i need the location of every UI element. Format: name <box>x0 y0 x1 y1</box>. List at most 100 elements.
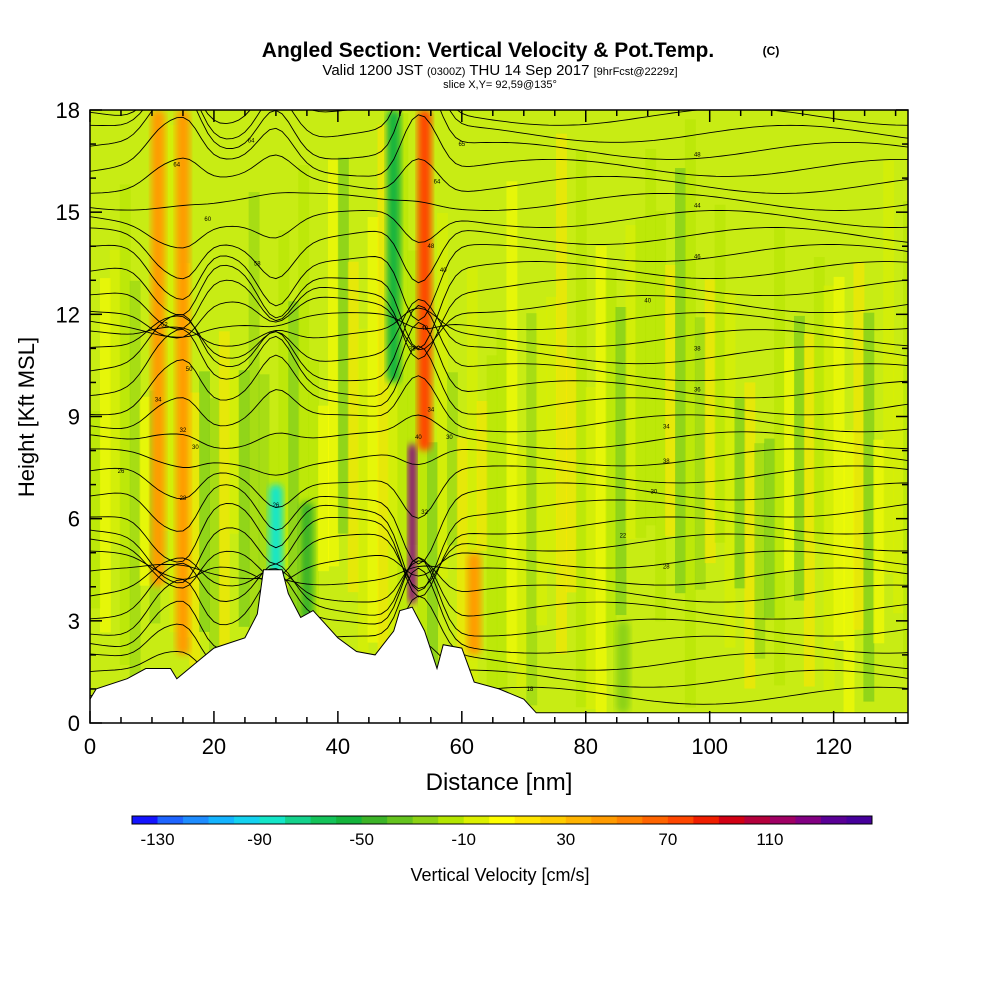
colorbar-swatch <box>387 816 414 824</box>
velocity-texture-stripe <box>585 387 597 710</box>
velocity-texture-stripe <box>337 157 349 534</box>
chart-title: Angled Section: Vertical Velocity & Pot.… <box>262 39 714 62</box>
velocity-texture-stripe <box>397 113 409 705</box>
colorbar-swatch <box>157 816 184 824</box>
theta-contour-line <box>90 321 908 399</box>
x-tick-label: 40 <box>326 734 350 759</box>
colorbar-tick-label: 70 <box>658 830 677 849</box>
theta-contour-line <box>90 312 908 338</box>
theta-contour-label: 26 <box>273 503 280 509</box>
colorbar-swatch <box>412 816 439 824</box>
velocity-texture-stripe <box>694 317 706 590</box>
colorbar-swatch <box>820 816 847 824</box>
colorbar-swatch <box>540 816 567 824</box>
theta-contour-label: 32 <box>421 510 428 516</box>
velocity-texture-stripe <box>318 405 329 572</box>
theta-contour-label: 28 <box>180 496 187 502</box>
colorbar-swatch <box>285 816 312 824</box>
velocity-texture-stripe <box>625 225 637 540</box>
slice-label: slice X,Y= 92,59@135° <box>443 79 557 91</box>
velocity-texture-stripe <box>228 369 240 534</box>
y-axis-label: Height [Kft MSL] <box>14 337 39 497</box>
velocity-texture-stripe <box>109 249 121 544</box>
theta-contour-label: 65 <box>458 142 465 148</box>
theta-contour-label: 48 <box>427 244 434 250</box>
velocity-texture-stripe <box>248 192 260 641</box>
velocity-texture-stripe <box>189 392 201 666</box>
chart-subtitle: Valid 1200 JST (0300Z) THU 14 Sep 2017 [… <box>322 62 677 79</box>
velocity-feature <box>467 552 482 655</box>
velocity-texture-stripe <box>387 251 399 650</box>
velocity-texture-stripe <box>774 226 786 686</box>
velocity-texture-stripe <box>635 219 647 538</box>
velocity-texture-stripe <box>645 148 657 526</box>
velocity-texture-stripe <box>734 398 746 589</box>
theta-contour-line <box>90 110 908 143</box>
velocity-texture-stripe <box>665 264 676 537</box>
x-axis: 0 20 40 60 80 100 120 <box>84 110 897 759</box>
x-tick-label: 60 <box>450 734 474 759</box>
velocity-texture-stripe <box>784 346 795 572</box>
theta-contour-label: 52 <box>161 323 168 329</box>
colorbar-swatch <box>744 816 771 824</box>
velocity-texture-stripe <box>655 211 667 622</box>
velocity-texture-stripe <box>139 396 151 586</box>
colorbar-swatch <box>234 816 261 824</box>
colorbar-swatch <box>259 816 286 824</box>
theta-contour-label: 38 <box>663 459 670 465</box>
theta-contour-line <box>90 499 908 592</box>
velocity-texture-stripe <box>843 429 855 718</box>
colorbar-swatch <box>438 816 465 824</box>
velocity-texture-stripe <box>298 165 310 634</box>
theta-contour-label: 38 <box>694 346 701 352</box>
velocity-texture-stripe <box>883 160 895 575</box>
theta-contour-label: 40 <box>440 268 447 274</box>
theta-contour-line <box>90 482 908 565</box>
theta-contour-label: 28 <box>663 564 670 570</box>
velocity-texture-stripe <box>496 329 508 710</box>
colorbar-tick-label: -130 <box>141 830 175 849</box>
colorbar-swatch <box>361 816 388 824</box>
x-tick-label: 80 <box>574 734 598 759</box>
x-axis-label: Distance [nm] <box>426 769 573 796</box>
chart-title-unit: (C) <box>763 44 780 58</box>
velocity-texture-stripe <box>565 359 577 593</box>
theta-contour-line <box>90 304 908 382</box>
y-tick-label: 3 <box>68 609 80 634</box>
velocity-texture-stripe <box>308 360 320 634</box>
velocity-texture-stripe <box>903 201 908 676</box>
theta-contour-label: 34 <box>427 408 434 414</box>
theta-contour-label: 22 <box>620 534 627 540</box>
velocity-feature <box>176 110 190 655</box>
theta-contour-label: 40 <box>644 299 651 305</box>
theta-contour-labels: 26 34 32 28 30 52 50 64 60 58 64 26 38 40 32 49 34 48 64 40… <box>118 139 702 693</box>
theta-contour-line <box>90 295 908 351</box>
velocity-texture-stripe <box>119 184 131 665</box>
velocity-texture-stripe <box>129 280 141 708</box>
y-tick-label: 12 <box>56 302 80 327</box>
y-tick-label: 15 <box>56 200 80 225</box>
theta-contour-line <box>90 448 908 476</box>
velocity-texture-stripe <box>833 276 845 641</box>
velocity-texture-stripe <box>764 438 776 618</box>
theta-contour-line <box>90 465 908 519</box>
velocity-texture-stripe <box>427 442 439 669</box>
theta-contour-label: 48 <box>694 152 701 158</box>
theta-contour-line <box>90 557 908 603</box>
subtitle-date: THU 14 Sep 2017 <box>469 62 589 79</box>
colorbar-swatch <box>310 816 337 824</box>
theta-contour-line <box>90 375 908 433</box>
colorbar-swatch <box>463 816 490 824</box>
theta-contour-label: 34 <box>663 425 670 431</box>
subtitle-forecast: [9hrFcst@2229z] <box>594 66 678 78</box>
y-tick-label: 6 <box>68 507 80 532</box>
velocity-texture-stripe <box>238 370 250 627</box>
colorbar-swatch <box>846 816 873 824</box>
velocity-texture-stripe <box>793 315 805 601</box>
velocity-texture-stripe <box>466 267 478 719</box>
velocity-texture-stripe <box>615 306 627 616</box>
colorbar-swatch <box>718 816 745 824</box>
velocity-texture-stripe <box>506 181 518 663</box>
velocity-texture-stripe <box>684 119 696 708</box>
theta-contour-label: 30 <box>651 489 658 495</box>
